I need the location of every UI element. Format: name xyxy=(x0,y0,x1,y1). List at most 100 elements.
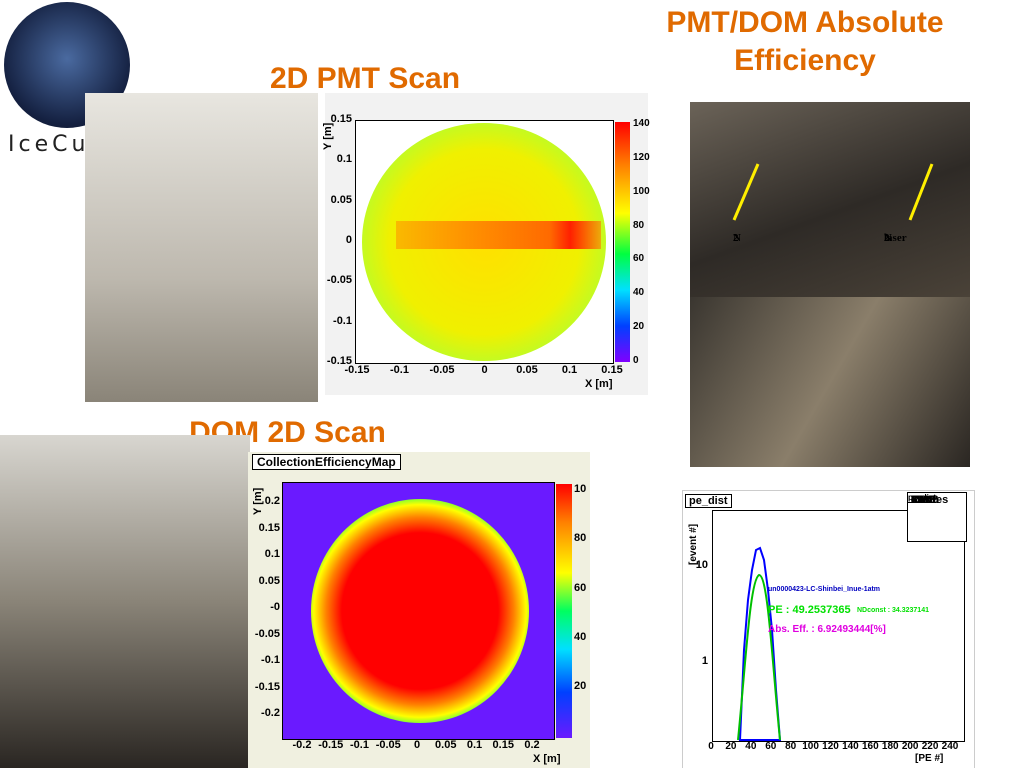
colorbar-label: 60 xyxy=(633,253,645,265)
section-title: PMT/DOM Absolute Efficiency xyxy=(640,4,970,80)
colorbar-label: 20 xyxy=(633,321,645,333)
y-tick-label: -0 xyxy=(270,601,280,613)
x-tick-label: -0.1 xyxy=(350,739,369,751)
x-tick-label: 120 xyxy=(822,741,839,752)
y-tick-label: 0 xyxy=(345,234,352,246)
x-tick-label: 200 xyxy=(901,741,919,752)
y-tick-label: 10 xyxy=(695,559,708,571)
colorbar-label: 100 xyxy=(633,185,650,197)
y-tick-label: -0.1 xyxy=(261,654,280,666)
y-tick-label: 0.2 xyxy=(264,495,280,507)
x-tick-label: 0 xyxy=(413,739,421,751)
y-tick-label: 1 xyxy=(701,655,708,667)
x-tick-label: 0 xyxy=(481,364,488,376)
x-tick-label: 140 xyxy=(842,741,859,752)
stats-value: 49.6 xyxy=(911,494,933,506)
x-tick-label: 240 xyxy=(941,741,959,752)
x-tick-label: 80 xyxy=(785,741,797,752)
y-axis-label: Y [m] xyxy=(322,122,334,150)
x-tick-label: 0 xyxy=(708,741,714,752)
plot-frame xyxy=(355,120,614,364)
x-tick-label: 40 xyxy=(745,741,757,752)
x-axis-label: [PE #] xyxy=(915,753,944,764)
photo xyxy=(85,93,318,402)
heatmap-band xyxy=(396,221,601,249)
histogram xyxy=(737,546,782,741)
annotation: NDconst : 34.3237141 xyxy=(857,607,929,614)
stats-row: Entries 3700 xyxy=(908,493,948,506)
x-tick-label: 220 xyxy=(921,741,939,752)
x-tick-label: 0.2 xyxy=(524,739,540,751)
y-tick-label: -0.05 xyxy=(326,274,352,287)
label-sub: 2 xyxy=(884,232,890,244)
y-tick-label: 0.1 xyxy=(336,153,352,166)
x-tick-label: -0.05 xyxy=(375,739,401,751)
x-tick-label: 0.05 xyxy=(516,364,538,376)
arrows xyxy=(732,163,934,221)
label-base: N xyxy=(884,232,892,244)
label-sub: 2 xyxy=(733,232,739,244)
y-tick-label: 0.15 xyxy=(258,521,280,534)
x-tick-label: 0.05 xyxy=(435,739,457,751)
y-tick-label: -0.05 xyxy=(254,627,280,640)
plot-frame xyxy=(712,510,965,742)
x-tick-label: -0.1 xyxy=(390,364,409,376)
plot-title: pe_dist xyxy=(685,494,732,508)
y-tick-label: 0.15 xyxy=(330,113,352,125)
stats-box: pe_dist Entries 3700 Mean 49.6 RMS 7.646 xyxy=(907,492,967,542)
title-line: PMT/DOM Absolute xyxy=(666,6,944,39)
annotation: un0000423-LC-Shinbei_Inue-1atm xyxy=(768,586,881,593)
colorbar-label: 0 xyxy=(633,355,639,366)
x-tick-label: 0.15 xyxy=(492,739,514,751)
x-axis-label: X [m] xyxy=(585,378,613,390)
y-tick-label: -0.2 xyxy=(261,707,280,719)
plot-title: CollectionEfficiencyMap xyxy=(252,454,401,470)
x-tick-label: -0.05 xyxy=(429,364,455,376)
stats-value: 3700 xyxy=(911,494,936,506)
colorbar-label: 80 xyxy=(574,532,587,545)
colorbar xyxy=(556,484,572,738)
x-tick-label: 0.1 xyxy=(561,364,578,376)
colorbar-label: 40 xyxy=(633,287,645,299)
title-line: Efficiency xyxy=(734,44,876,77)
plot-frame xyxy=(282,482,555,740)
colorbar-label: 140 xyxy=(633,118,650,129)
x-tick-label: 60 xyxy=(765,741,777,752)
photo xyxy=(0,435,250,768)
stats-key: Entries xyxy=(911,494,949,506)
x-tick-label: 180 xyxy=(881,741,899,752)
heatmap xyxy=(311,499,529,723)
x-tick-label: 100 xyxy=(802,741,819,752)
x-tick-label: 20 xyxy=(725,741,737,752)
y-axis-label: [event #] xyxy=(688,523,699,565)
y-tick-label: -0.1 xyxy=(333,314,352,327)
x-tick-label: 0.1 xyxy=(466,739,483,751)
label-base: N xyxy=(733,232,741,244)
stats-key: RMS xyxy=(911,494,936,506)
label-rest: laser xyxy=(884,232,907,244)
x-tick-label: -0.15 xyxy=(318,739,344,751)
stats-key: Mean xyxy=(911,494,940,506)
x-axis-label: X [m] xyxy=(533,753,561,765)
stats-row: RMS 7.646 xyxy=(908,493,939,506)
colorbar-label: 80 xyxy=(633,219,645,231)
x-tick-label: -0.2 xyxy=(292,739,312,751)
colorbar-label: 10 xyxy=(574,483,587,495)
colorbar-label: 40 xyxy=(574,630,587,643)
colorbar-label: 20 xyxy=(574,680,587,692)
annotation: PE : 49.2537365 xyxy=(768,604,851,616)
x-tick-label: -0.15 xyxy=(344,364,370,376)
colorbar-label: 60 xyxy=(574,581,587,594)
y-tick-label: 0.1 xyxy=(264,548,280,560)
y-axis-label: Y [m] xyxy=(252,487,264,515)
colorbar xyxy=(615,122,630,362)
photo xyxy=(690,102,970,297)
y-tick-label: 0.05 xyxy=(258,574,280,587)
y-tick-label: 0.05 xyxy=(330,193,352,206)
colorbar-label: 120 xyxy=(633,151,650,163)
annotation: Abs. Eff. : 6.92493444[%] xyxy=(768,624,886,635)
stats-value: 7.646 xyxy=(911,494,939,506)
y-tick-label: -0.15 xyxy=(254,680,280,693)
stats-title: pe_dist xyxy=(908,493,937,503)
